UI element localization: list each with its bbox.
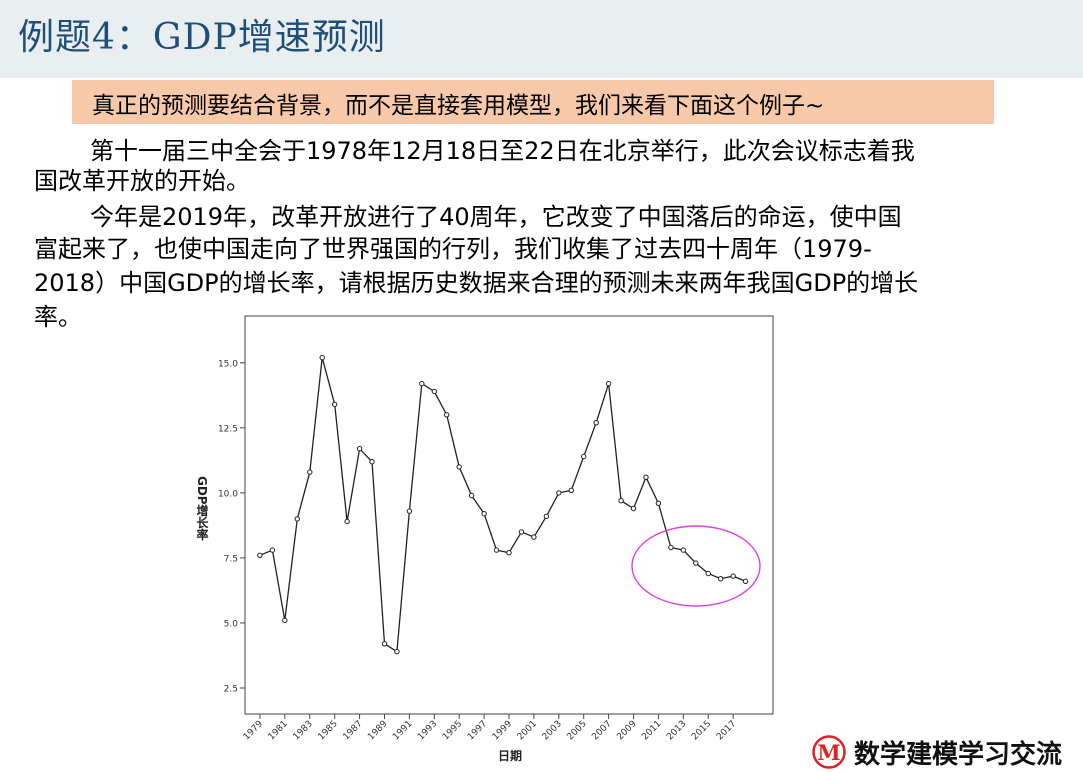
data-point [493, 547, 500, 553]
data-point [406, 508, 413, 514]
data-point [419, 380, 425, 387]
data-point [394, 648, 400, 655]
y-tick-label: 10.0 [218, 489, 238, 499]
data-point [630, 505, 637, 512]
series-group [257, 354, 749, 655]
data-point [568, 487, 574, 494]
data-point [269, 547, 276, 553]
y-tick-label: 7.5 [224, 554, 238, 564]
data-point [655, 500, 662, 507]
data-point [518, 529, 525, 535]
data-point [444, 412, 450, 418]
data-point [282, 617, 288, 624]
data-point [344, 518, 350, 525]
chart-background [180, 310, 780, 765]
data-point [680, 547, 686, 553]
data-point [506, 550, 512, 556]
series-line [259, 357, 746, 653]
data-point [556, 490, 562, 496]
data-point [581, 453, 587, 460]
data-point [319, 354, 325, 361]
data-point [543, 513, 550, 520]
data-point [369, 459, 375, 465]
y-axis-ticks: 2.5 5.0 7.5 10.0 12.5 15.0 [218, 359, 245, 694]
paragraph-line-6: 率。 [34, 303, 82, 331]
paragraph-line-4: 富起来了，也使中国走向了世界强国的行列，我们收集了过去四十周年（1979- [34, 235, 872, 263]
data-point [593, 420, 599, 426]
data-point [705, 570, 711, 577]
y-tick-label: 2.5 [224, 684, 238, 694]
data-point [742, 578, 749, 584]
data-point [381, 641, 388, 647]
page-title: 例题4：GDP增速预测 [18, 17, 386, 58]
y-axis-label: GDP增长率 [195, 476, 209, 541]
y-tick-label: 12.5 [218, 424, 238, 434]
data-point [531, 534, 537, 540]
data-point [730, 573, 736, 579]
paragraph-line-2: 国改革开放的开始。 [34, 167, 250, 195]
paragraph-line-5: 2018）中国GDP的增长率，请根据历史数据来合理的预测未来两年我国GDP的增长 [34, 269, 919, 297]
data-point [307, 469, 313, 475]
logo-letter: M [817, 740, 840, 765]
data-point [356, 446, 363, 452]
data-point [294, 516, 301, 522]
data-point [468, 492, 475, 499]
highlight-box: 真正的预测要结合背景，而不是直接套用模型，我们来看下面这个例子~ [72, 80, 994, 124]
paragraph-line-1: 第十一届三中全会于1978年12月18日至22日在北京举行，此次会议标志着我 [90, 137, 915, 165]
title-bar: 例题4：GDP增速预测 [0, 0, 1083, 78]
y-tick-label: 5.0 [224, 619, 239, 629]
data-point [643, 474, 649, 481]
forecast-highlight-ellipse [631, 525, 761, 607]
logo-badge-icon: M [812, 735, 846, 769]
data-point [456, 464, 462, 470]
paragraph-line-3: 今年是2019年，改革开放进行了40周年，它改变了中国落后的命运，使中国 [90, 203, 902, 231]
logo-text: 数学建模学习交流 [854, 740, 1063, 770]
y-tick-label: 15.0 [218, 359, 238, 369]
data-point [481, 511, 487, 517]
data-point [618, 498, 624, 504]
data-point [668, 544, 674, 551]
data-point [605, 380, 612, 387]
data-point [693, 560, 699, 566]
data-point [431, 388, 438, 395]
brand-logo: M 数学建模学习交流 [812, 732, 1076, 770]
gdp-growth-chart: 2.55.07.510.012.515.0 1979 1981 1983 1985 19… [180, 310, 780, 765]
data-point [332, 401, 338, 408]
highlight-text: 真正的预测要结合背景，而不是直接套用模型，我们来看下面这个例子~ [92, 93, 825, 119]
x-axis-label: 日期 [498, 748, 522, 763]
data-point [718, 576, 724, 582]
data-point [257, 552, 263, 559]
